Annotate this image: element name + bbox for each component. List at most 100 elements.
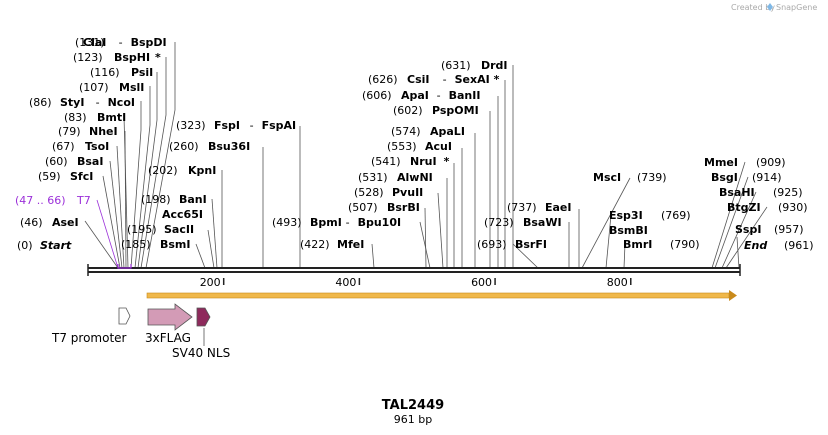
site-label-end[interactable]: (961) End	[744, 239, 814, 252]
site-name: SacII	[164, 223, 194, 236]
site-label-asei[interactable]: (46) AseI	[20, 216, 79, 229]
site-label-bani[interactable]: (198) BanI	[141, 193, 207, 206]
orf-arrow[interactable]	[146, 290, 737, 301]
site-label-apali[interactable]: (574) ApaLI	[391, 125, 465, 138]
sequence-name: TAL2449	[382, 398, 444, 413]
site-label-msci[interactable]: (739) MscI	[593, 171, 667, 184]
site-label-mmei[interactable]: (909) MmeI	[704, 156, 786, 169]
site-position: (260)	[169, 140, 199, 153]
site-name-secondary: BspDI	[131, 36, 167, 49]
site-position: (606)	[362, 89, 392, 102]
site-label-msli[interactable]: (107) MslI	[79, 81, 144, 94]
scale-tick-label: 600	[471, 276, 492, 289]
site-star: *	[444, 155, 450, 168]
site-position: (961)	[784, 239, 814, 252]
site-label-bsgi[interactable]: (914) BsgI	[711, 171, 782, 184]
site-name: AcuI	[425, 140, 452, 153]
sequence-backbone	[87, 264, 741, 276]
site-position: (909)	[756, 156, 786, 169]
site-label-bmti[interactable]: (83) BmtI	[64, 111, 126, 124]
site-label-bsai[interactable]: (60) BsaI	[45, 155, 103, 168]
site-label-bsmi[interactable]: (185) BsmI	[121, 238, 191, 251]
site-label-acc65i[interactable]: Acc65I	[162, 208, 203, 221]
site-label-t7[interactable]: (47 .. 66) T7	[15, 194, 91, 207]
site-label-pspomi[interactable]: (602) PspOMI	[393, 104, 479, 117]
site-label-nrui[interactable]: (541) NruI *	[371, 155, 450, 168]
site-label-bsrfi[interactable]: (693) BsrFI	[477, 238, 547, 251]
site-label-btgzi[interactable]: (930) BtgZI	[727, 201, 808, 214]
site-position: (46)	[20, 216, 43, 229]
site-name: TsoI	[85, 140, 109, 153]
site-label-bpmi[interactable]: (493) BpmI - Bpu10I	[272, 216, 401, 229]
site-name: BtgZI	[727, 201, 761, 214]
feature-label-t7-promoter: T7 promoter	[51, 331, 127, 345]
site-label-bsrbi[interactable]: (507) BsrBI	[348, 201, 420, 214]
site-name: Acc65I	[162, 208, 203, 221]
site-name: NruI	[410, 155, 437, 168]
site-position: (602)	[393, 104, 423, 117]
site-label-bsu36i[interactable]: (260) Bsu36I	[169, 140, 250, 153]
site-position: (185)	[121, 238, 151, 251]
site-separator: -	[96, 96, 100, 109]
site-separator: -	[346, 216, 350, 229]
site-position: (531)	[358, 171, 388, 184]
site-label-sacii[interactable]: (195) SacII	[127, 223, 194, 236]
site-label-apai[interactable]: (606) ApaI - BanII	[362, 89, 480, 102]
feature-3xflag[interactable]	[147, 303, 193, 331]
site-label-acui[interactable]: (553) AcuI	[387, 140, 452, 153]
site-name-secondary: FspAI	[262, 119, 297, 132]
site-position: (0)	[17, 239, 33, 252]
site-label-bsahi[interactable]: (925) BsaHI	[719, 186, 803, 199]
site-label-eaei[interactable]: (737) EaeI	[507, 201, 572, 214]
site-label-kpni[interactable]: (202) KpnI	[148, 164, 216, 177]
site-label-esp3i[interactable]: (769) Esp3I	[609, 209, 691, 222]
site-position: (528)	[354, 186, 384, 199]
site-label-drdi[interactable]: (631) DrdI	[441, 59, 508, 72]
site-label-start[interactable]: (0) Start	[17, 239, 72, 252]
credit-brand: SnapGene	[776, 3, 817, 12]
feature-t7-promoter[interactable]	[118, 307, 131, 325]
feature-label-3xflag: 3xFLAG	[145, 331, 191, 345]
site-label-sfci[interactable]: (59) SfcI	[38, 170, 93, 183]
site-position: (737)	[507, 201, 537, 214]
site-position: (67)	[52, 140, 75, 153]
sequence-length: 961 bp	[394, 413, 432, 426]
site-position: (422)	[300, 238, 330, 251]
feature-label-sv40-nls: SV40 NLS	[172, 346, 230, 360]
site-label-clai[interactable]: (131)ClaI - BspDI	[75, 36, 167, 49]
site-label-csii[interactable]: (626) CsiI - SexAI *	[368, 73, 500, 86]
site-position: (693)	[477, 238, 507, 251]
site-name: End	[744, 239, 767, 252]
site-position: (574)	[391, 125, 421, 138]
site-label-pvuii[interactable]: (528) PvuII	[354, 186, 423, 199]
site-name-secondary: Bpu10I	[358, 216, 402, 229]
scale-ticks: 200 400 600 800	[200, 276, 632, 289]
credit-text: Created by	[731, 3, 775, 12]
feature-sv40-nls[interactable]	[196, 307, 211, 327]
site-label-bsphi[interactable]: (123) BspHI *	[73, 51, 161, 64]
site-label-tsoi[interactable]: (67) TsoI	[52, 140, 109, 153]
site-label-styi[interactable]: (86) StyI - NcoI	[29, 96, 135, 109]
site-name: NheI	[89, 125, 118, 138]
site-name: ClaI	[83, 36, 106, 49]
site-position: (195)	[127, 223, 157, 236]
site-position: (198)	[141, 193, 171, 206]
site-label-bsawi[interactable]: (723) BsaWI	[484, 216, 562, 229]
site-name: StyI	[60, 96, 84, 109]
site-label-fspi[interactable]: (323) FspI - FspAI	[176, 119, 296, 132]
site-label-psii[interactable]: (116) PsiI	[90, 66, 153, 79]
site-label-mfei[interactable]: (422) MfeI	[300, 238, 364, 251]
site-label-alwni[interactable]: (531) AlwNI	[358, 171, 433, 184]
site-position: (107)	[79, 81, 109, 94]
scale-tick-label: 800	[607, 276, 628, 289]
site-label-nhei[interactable]: (79) NheI	[58, 125, 118, 138]
site-position: (123)	[73, 51, 103, 64]
site-label-bsmbi[interactable]: BsmBI	[609, 224, 648, 237]
site-position: (86)	[29, 96, 52, 109]
site-label-sspi[interactable]: (957) SspI	[735, 223, 804, 236]
site-separator: -	[119, 36, 123, 49]
site-name-secondary: NcoI	[108, 96, 135, 109]
site-label-bmri[interactable]: (790) BmrI	[623, 238, 700, 251]
site-position: (323)	[176, 119, 206, 132]
site-separator: -	[437, 89, 441, 102]
